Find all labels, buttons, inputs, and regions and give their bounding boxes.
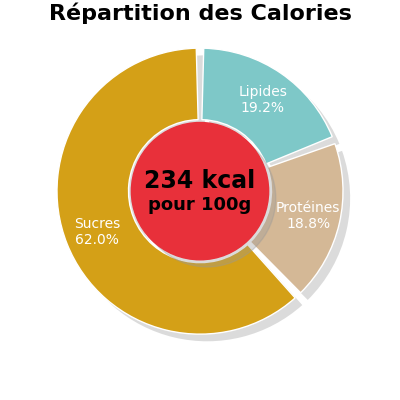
Text: Sucres
62.0%: Sucres 62.0%	[74, 217, 120, 247]
Text: Protéines
18.8%: Protéines 18.8%	[276, 201, 340, 231]
Wedge shape	[258, 151, 350, 300]
Circle shape	[138, 130, 276, 267]
Wedge shape	[57, 48, 295, 334]
Wedge shape	[250, 144, 343, 293]
Title: Répartition des Calories: Répartition des Calories	[48, 2, 352, 24]
Text: Lipides
19.2%: Lipides 19.2%	[238, 85, 287, 115]
Circle shape	[131, 122, 269, 260]
Wedge shape	[209, 55, 339, 171]
Text: pour 100g: pour 100g	[148, 196, 252, 214]
Wedge shape	[202, 48, 332, 164]
Text: 234 kcal: 234 kcal	[144, 169, 256, 193]
Wedge shape	[64, 55, 302, 341]
